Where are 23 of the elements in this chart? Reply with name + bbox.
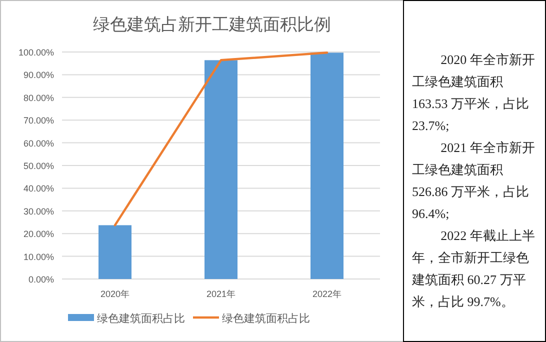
chart-title: 绿色建筑占新开工建筑面积比例 — [93, 15, 331, 34]
text: 2020 年全市新开工绿色建筑面积 163.53 万平米，占比 23.7%; — [412, 51, 536, 135]
text: 2022 年截止上半年，全市新开工绿色建筑面积 60.27 万平米，占比 99.7%。 — [412, 227, 536, 311]
y-tick-label: 40.00% — [23, 184, 54, 194]
y-tick-label: 90.00% — [23, 70, 54, 80]
bar — [98, 225, 132, 279]
text: 2021 年全市新开工绿色建筑面积 526.86 万平米，占比 96.4%; — [412, 139, 536, 223]
y-tick-label: 10.00% — [23, 252, 54, 262]
x-tick-label: 2021年 — [206, 289, 236, 299]
y-tick-label: 100.00% — [18, 48, 54, 58]
y-tick-label: 80.00% — [23, 92, 54, 103]
y-tick-label: 50.00% — [23, 161, 54, 171]
y-tick-label: 0.00% — [28, 274, 54, 284]
y-tick-label: 70.00% — [23, 116, 54, 126]
y-tick-label: 60.00% — [23, 138, 54, 148]
y-tick-label: 30.00% — [23, 206, 54, 216]
x-tick-label: 2022年 — [312, 289, 342, 299]
x-tick-label: 2020年 — [100, 289, 130, 299]
bar — [310, 52, 344, 279]
legend-label: 绿色建筑面积占比 — [97, 312, 185, 325]
legend-label: 绿色建筑面积占比 — [222, 312, 310, 325]
bar — [204, 60, 238, 279]
y-tick-label: 20.00% — [23, 229, 54, 240]
